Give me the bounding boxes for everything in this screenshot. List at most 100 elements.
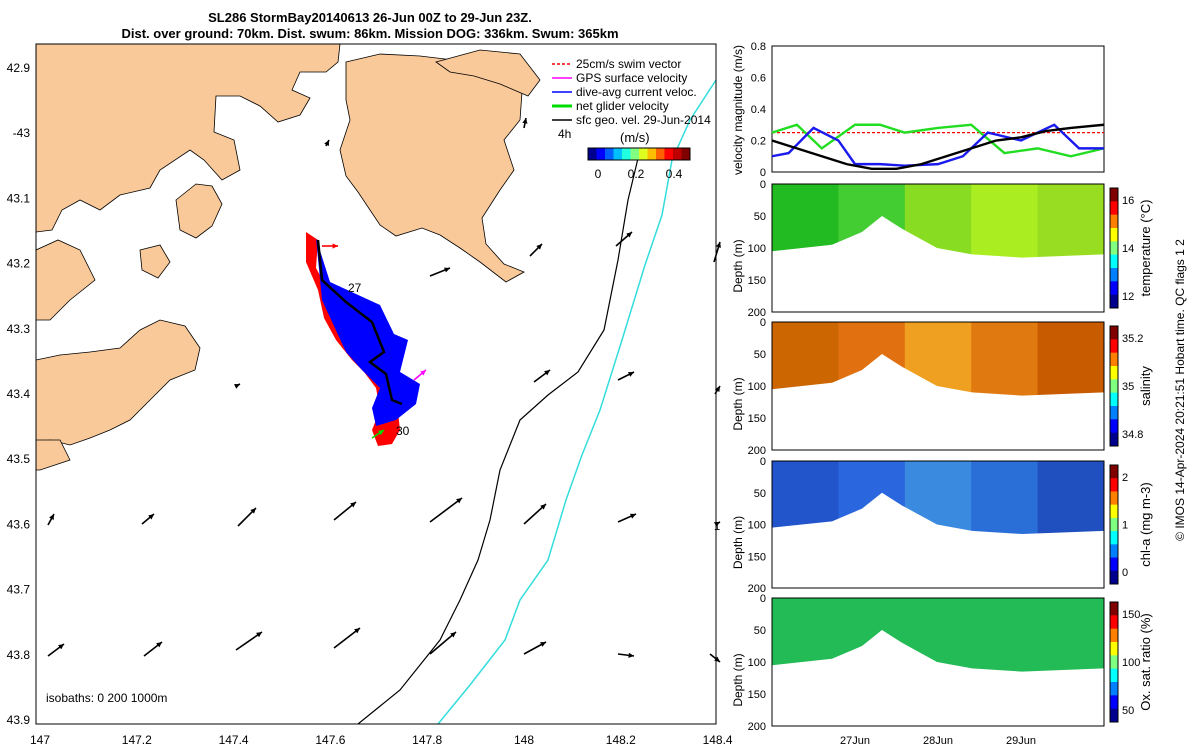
- geo-velocity-arrow-11-head: [148, 514, 154, 520]
- section-colorbar-cell: [1110, 281, 1118, 296]
- geo-velocity-arrow-22-head: [450, 632, 456, 638]
- map-colorbar-cell: [630, 148, 640, 160]
- legend-label-3: net glider velocity: [576, 99, 669, 113]
- geo-velocity-arrow-12: [237, 507, 257, 527]
- land-polygon-2: [36, 319, 201, 447]
- velocity-y-tick: 0.6: [751, 73, 766, 85]
- geo-velocity-arrow-19-head: [156, 642, 162, 648]
- section-depth-tick: 50: [754, 488, 766, 500]
- section-colorbar-tick: 150: [1122, 609, 1140, 621]
- swim-vector-arrow-map: [322, 243, 338, 249]
- section-mask: [772, 492, 1104, 588]
- geo-velocity-arrow-7-head: [628, 372, 634, 377]
- section-colorbar-cell: [1110, 241, 1118, 256]
- section-colorbar-frame: [1109, 464, 1119, 585]
- lat-tick-label: 42.9: [7, 61, 31, 75]
- geo-velocity-arrow-21-head: [354, 628, 360, 634]
- section-colorbar-cell: [1110, 352, 1118, 367]
- geo-velocity-arrow-10: [47, 513, 55, 526]
- section-depth-tick: 0: [760, 593, 766, 605]
- geo-velocity-arrow-4-head: [715, 242, 721, 248]
- geo-velocity-arrow-0: [522, 117, 528, 129]
- time-tick-label: 28Jun: [923, 735, 953, 747]
- section-colorbar-tick: 1: [1122, 520, 1128, 532]
- map-colorbar-tick: 0.2: [628, 167, 645, 181]
- stray-label: 1: [714, 521, 720, 533]
- section-colorbar-0: [1109, 187, 1119, 309]
- lat-tick-label: 43.7: [7, 583, 31, 597]
- geo-velocity-arrow-21-shaft: [333, 627, 361, 649]
- section-depth-tick: 0: [760, 179, 766, 191]
- section-colorbar-frame: [1109, 601, 1119, 723]
- section-colorbar-cell: [1110, 201, 1118, 216]
- track-label-30: 30: [396, 424, 410, 438]
- geo-velocity-arrow-19: [143, 641, 163, 657]
- section-colorbar-cell: [1110, 491, 1118, 506]
- map-colorbar-cell: [656, 148, 665, 160]
- current-vector-swath: [316, 238, 420, 426]
- map-colorbar-cell: [588, 148, 597, 160]
- section-colorbar-tick: 2: [1122, 472, 1128, 484]
- section-colorbar-cell: [1110, 478, 1118, 492]
- legend-label-0: 25cm/s swim vector: [576, 57, 681, 71]
- section-frame: [771, 321, 1105, 451]
- section-colorbar-cell: [1110, 254, 1118, 269]
- section-colorbar-tick: 12: [1122, 291, 1134, 303]
- section-depth-tick: 50: [754, 625, 766, 637]
- section-depth-tick: 0: [760, 456, 766, 468]
- section-depth-tick: 0: [760, 317, 766, 329]
- section-colorbar-cell: [1110, 504, 1118, 519]
- section-colorbar-cell: [1110, 628, 1118, 643]
- gps-velocity-arrow-map: [413, 369, 427, 381]
- section-depth-tick: 150: [748, 413, 766, 425]
- side-note: © IMOS 14-Apr-2024 20:21:51 Hobart time.…: [1173, 239, 1187, 541]
- section-colorbar-cell: [1110, 366, 1118, 380]
- geo-velocity-arrow-16: [617, 513, 637, 523]
- lon-tick-label: 147.2: [122, 733, 152, 747]
- section-colorbar-cell: [1110, 695, 1118, 710]
- section-colorbar-cell: [1110, 465, 1118, 479]
- map-colorbar-cell: [613, 148, 623, 160]
- net-velocity-arrow-map: [371, 429, 385, 439]
- time-tick-label: 27Jun: [840, 735, 870, 747]
- geo-velocity-arrow-7: [617, 371, 635, 381]
- section-panel-3: [771, 597, 1105, 727]
- legend-label-1: GPS surface velocity: [576, 71, 687, 85]
- map-frame: [35, 43, 717, 725]
- velocity-y-tick: 0.4: [751, 104, 766, 116]
- geo-velocity-arrow-16-head: [630, 513, 636, 519]
- lat-tick-label: 43.3: [7, 322, 31, 336]
- section-depth-tick: 200: [748, 583, 766, 595]
- section-colorbar-cell: [1110, 517, 1118, 532]
- section-depth-tick: 200: [748, 307, 766, 319]
- geo-velocity-arrow-18-head: [58, 644, 64, 650]
- geo-velocity-arrow-14-shaft: [429, 497, 463, 523]
- section-depth-tick: 200: [748, 721, 766, 733]
- geo-velocity-arrow-15-head: [540, 504, 546, 510]
- section-colorbar-cell: [1110, 432, 1118, 447]
- section-colorbar-tick: 16: [1122, 195, 1134, 207]
- section-colorbar-label: salinity: [1138, 366, 1153, 406]
- section-mask: [772, 354, 1104, 450]
- section-depth-tick: 200: [748, 445, 766, 457]
- velocity-series-3: [771, 123, 1105, 171]
- lon-tick-label: 147.4: [219, 733, 249, 747]
- isobath-200m: [357, 149, 641, 724]
- map-colorbar-cell: [681, 148, 691, 160]
- geo-velocity-arrow-20: [235, 631, 263, 651]
- time-tick-label: 29Jun: [1006, 735, 1036, 747]
- section-colorbar-cell: [1110, 668, 1118, 683]
- lon-tick-label: 147.6: [315, 733, 345, 747]
- map-colorbar-cell: [664, 148, 674, 160]
- section-panel-2: [771, 460, 1105, 589]
- section-mask: [772, 216, 1104, 312]
- lon-tick-label: 148.4: [703, 733, 733, 747]
- geo-velocity-arrow-22: [429, 631, 457, 655]
- velocity-ylabel: velocity magnitude (m/s): [731, 45, 745, 175]
- geo-velocity-arrow-2-head: [536, 244, 542, 250]
- section-colorbar-tick: 0: [1122, 567, 1128, 579]
- section-ylabel: Depth (m): [731, 653, 745, 706]
- map-colorbar: [587, 147, 691, 161]
- section-colorbar-cell: [1110, 214, 1118, 229]
- geo-velocity-arrow-3: [615, 231, 633, 247]
